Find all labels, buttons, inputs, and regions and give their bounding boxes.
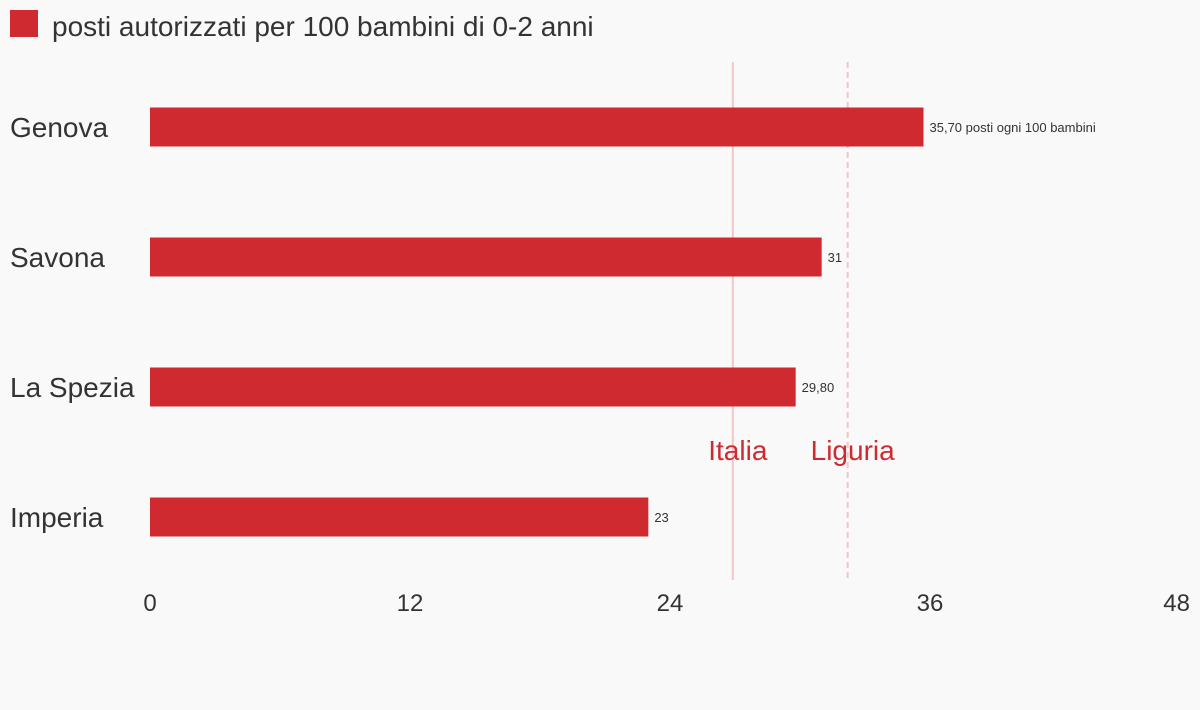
x-tick-label-0: 0 (143, 590, 156, 617)
category-labels: Genova Savona La Spezia Imperia (10, 112, 135, 533)
value-label-savona: 31 (828, 250, 842, 265)
category-label-savona: Savona (10, 242, 105, 273)
bar-imperia (150, 497, 649, 537)
legend-swatch (10, 10, 38, 37)
x-tick-label-12: 12 (397, 590, 424, 617)
reference-label-italia: Italia (708, 435, 768, 466)
x-axis-ticks: 0 12 24 36 48 (143, 590, 1190, 617)
value-labels: 35,70 posti ogni 100 bambini 31 29,80 23 (654, 120, 1096, 525)
reference-lines (731, 62, 849, 580)
legend-label: posti autorizzati per 100 bambini di 0-2… (52, 11, 594, 42)
bar-savona (150, 237, 822, 277)
category-label-imperia: Imperia (10, 502, 104, 533)
value-label-imperia: 23 (654, 510, 668, 525)
bars (150, 107, 924, 537)
x-tick-label-48: 48 (1163, 590, 1190, 617)
category-label-genova: Genova (10, 112, 108, 143)
x-tick-label-36: 36 (917, 590, 944, 617)
bar-genova (150, 107, 924, 147)
legend: posti autorizzati per 100 bambini di 0-2… (10, 10, 594, 44)
x-tick-label-24: 24 (657, 590, 684, 617)
reference-label-liguria: Liguria (811, 435, 895, 466)
reference-labels: Italia Liguria (708, 435, 895, 466)
bar-la-spezia (150, 367, 796, 407)
category-label-la-spezia: La Spezia (10, 372, 135, 403)
value-label-genova: 35,70 posti ogni 100 bambini (930, 120, 1096, 135)
value-label-la-spezia: 29,80 (802, 380, 835, 395)
